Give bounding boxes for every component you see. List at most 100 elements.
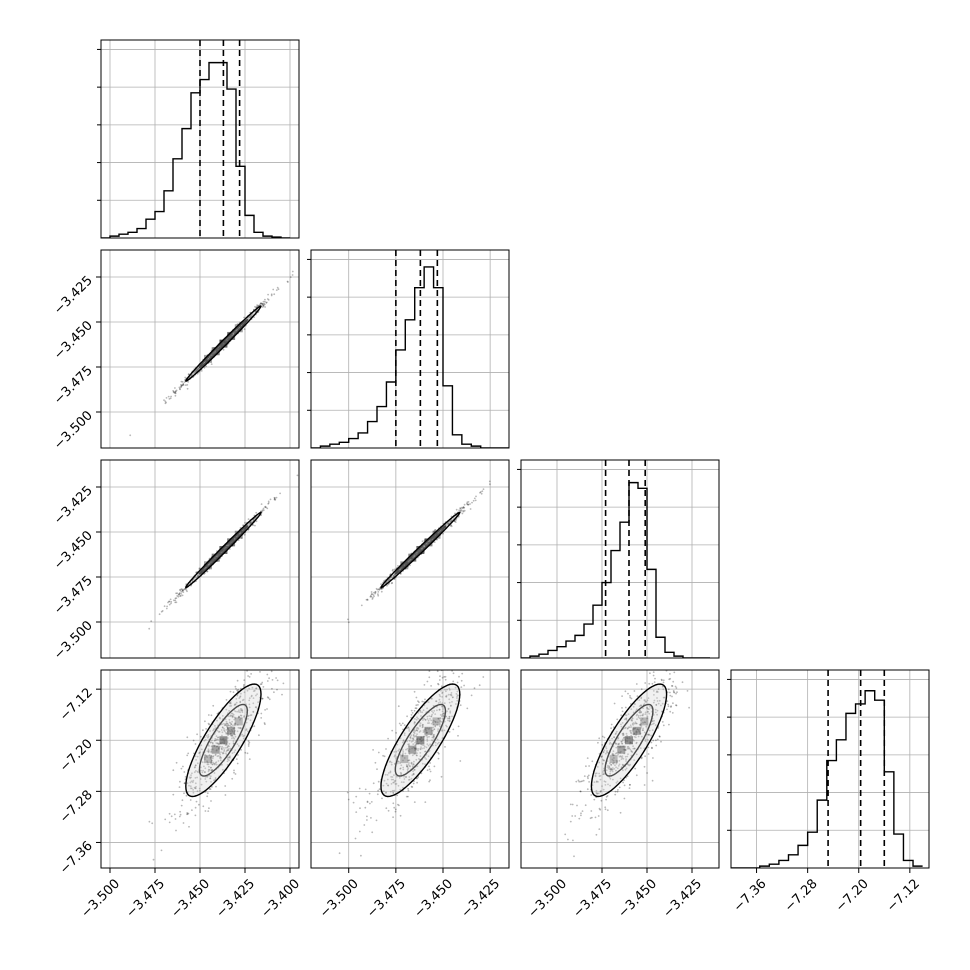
scatter-point [675,692,677,695]
scatter-point [397,565,399,567]
scatter-point [186,387,189,390]
scatter-point [267,500,270,503]
scatter-point [433,735,435,738]
scatter-point [217,347,220,350]
scatter-point [207,751,210,754]
y-tick-label: −3.450 [51,528,96,573]
scatter-point [228,742,231,745]
scatter-point [633,733,635,736]
scatter-point [668,723,670,726]
scatter-point [227,543,230,546]
scatter-point [650,734,652,737]
scatter-point [214,739,217,742]
scatter-point [210,781,212,783]
scatter-point [615,759,618,762]
scatter-point [296,474,299,477]
scatter-point [231,731,234,733]
scatter-point [397,749,400,752]
scatter-point [413,690,416,693]
scatter-point [642,729,644,732]
histogram-line [311,266,509,448]
scatter-point [438,708,441,711]
scatter-point [209,777,212,780]
scatter-point [239,726,242,729]
scatter-point [469,503,471,505]
scatter-point [625,717,628,720]
scatter-point [205,755,208,758]
density-bin [204,755,213,764]
scatter-point [287,649,289,651]
scatter-point [227,723,229,725]
scatter-point [180,590,183,593]
scatter-point [374,590,377,593]
scatter-point [241,711,244,714]
scatter-point [608,765,611,768]
scatter-point [383,755,386,758]
scatter-point [627,727,629,730]
scatter-point [414,748,417,751]
scatter-point [610,763,612,766]
scatter-point [606,750,608,752]
scatter-point [633,722,636,725]
scatter-point [462,506,465,509]
scatter-point [236,694,239,697]
scatter-point [239,708,242,710]
scatter-point [223,722,225,725]
scatter-point [347,621,350,624]
scatter-point [407,759,410,762]
scatter-point [260,717,263,719]
scatter-point [203,765,205,768]
scatter-point [232,736,235,739]
scatter-point [441,696,443,698]
scatter-point [206,775,209,778]
scatter-point [195,759,198,761]
scatter-point [419,748,422,750]
scatter-point [647,733,649,736]
scatter-point [229,541,232,544]
scatter-point [585,765,587,768]
scatter-point [440,775,443,778]
scatter-point [595,789,598,792]
scatter-point [173,813,176,816]
density-bin [625,736,633,745]
scatter-point [195,800,198,803]
scatter-point [619,811,622,814]
scatter-point [223,749,226,751]
scatter-point [625,717,627,720]
scatter-point [602,751,605,753]
scatter-point [434,721,437,723]
scatter-point [648,682,651,685]
panel-frame [520,669,720,869]
scatter-point [426,715,429,718]
scatter-point [219,755,222,758]
scatter-point [191,781,194,784]
scatter-point [224,785,227,787]
scatter-group [148,649,289,861]
scatter-point [662,679,665,682]
scatter-point [611,770,614,773]
scatter-point [167,601,169,604]
scatter-point [261,681,264,684]
scatter-point [232,724,234,727]
scatter-point [605,769,608,772]
density-bin [204,561,213,570]
scatter-point [686,690,689,692]
scatter-point [194,743,197,745]
scatter-point [424,718,427,721]
scatter-point [646,711,649,713]
scatter-point [419,748,422,751]
scatter-point [416,777,418,780]
density-bin [408,553,417,562]
scatter-point [623,797,626,800]
scatter-point [414,707,417,709]
scatter-point [194,787,197,790]
scatter-point [189,799,192,801]
scatter-point [408,744,410,747]
scatter-point [163,399,165,401]
scatter-point [427,542,429,544]
scatter-point [426,769,429,772]
scatter-point [655,744,658,747]
scatter-point [403,757,406,759]
scatter-point [218,748,220,751]
scatter-point [406,768,409,771]
